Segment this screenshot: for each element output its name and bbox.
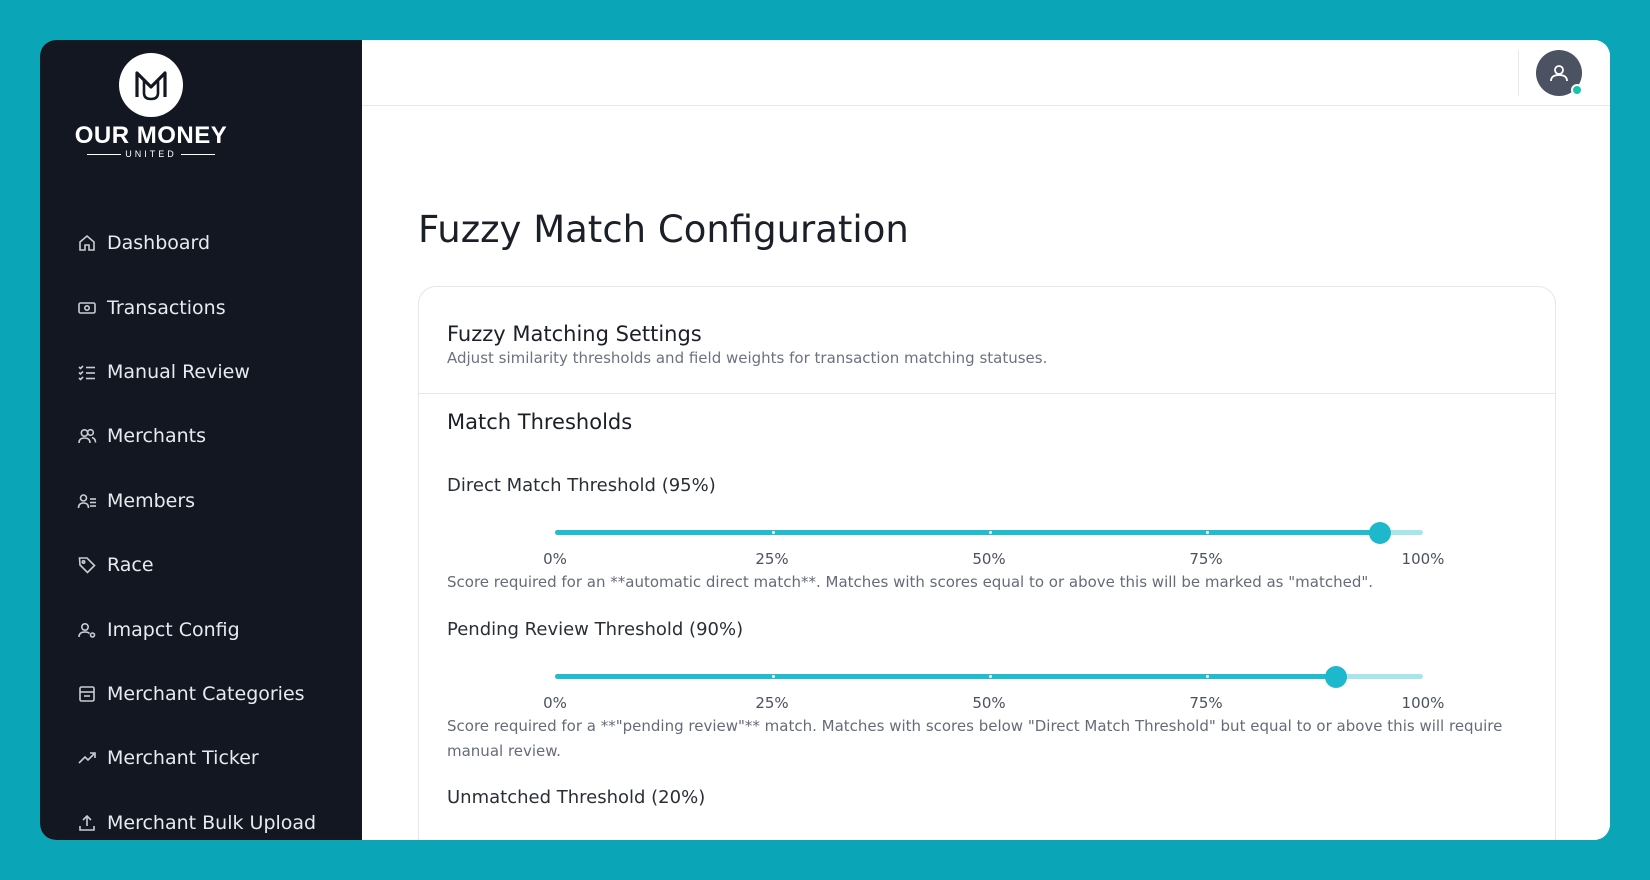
sidebar-item-label: Dashboard	[107, 232, 211, 255]
slider-label: Unmatched Threshold (20%)	[447, 787, 706, 808]
slider-fill	[555, 674, 1337, 679]
app-window: OUR MONEY UNITED Dashboard Transactions	[40, 40, 1610, 840]
brand-name: OUR MONEY	[74, 122, 228, 149]
tick-mark	[989, 675, 992, 678]
tick-label: 100%	[1401, 550, 1445, 568]
fuzzy-settings-card: Fuzzy Matching Settings Adjust similarit…	[418, 286, 1556, 840]
tick-labels: 0% 25% 50% 75% 100%	[543, 694, 1444, 714]
section-title: Match Thresholds	[447, 410, 633, 434]
user-gear-icon	[77, 620, 97, 640]
tick-label: 100%	[1401, 694, 1445, 712]
sidebar-item-label: Merchants	[107, 425, 206, 448]
slider-thumb[interactable]	[1325, 666, 1348, 688]
sidebar-item-race[interactable]: Race	[40, 533, 362, 597]
tick-label: 75%	[1189, 694, 1223, 712]
tick-label: 50%	[972, 550, 1006, 568]
tick-mark	[1206, 531, 1209, 534]
card-title: Fuzzy Matching Settings	[447, 322, 702, 346]
tick-mark	[772, 531, 775, 534]
brand-tagline: UNITED	[125, 149, 177, 159]
user-avatar[interactable]	[1536, 50, 1583, 96]
home-icon	[77, 233, 97, 253]
tick-label: 0%	[543, 550, 567, 568]
sidebar-item-label: Merchant Categories	[107, 682, 305, 705]
store-icon	[77, 684, 97, 704]
tick-mark	[1206, 675, 1209, 678]
member-list-icon	[77, 491, 97, 511]
tick-mark	[989, 531, 992, 534]
sidebar-item-merchant-categories[interactable]: Merchant Categories	[40, 662, 362, 726]
checklist-icon	[77, 362, 97, 382]
sidebar-item-transactions[interactable]: Transactions	[40, 275, 362, 339]
sidebar-item-members[interactable]: Members	[40, 469, 362, 533]
slider-thumb[interactable]	[1368, 522, 1391, 544]
tick-label: 25%	[755, 694, 789, 712]
card-header: Fuzzy Matching Settings Adjust similarit…	[419, 287, 1555, 394]
sidebar-item-label: Merchant Ticker	[107, 747, 259, 770]
tag-icon	[77, 555, 97, 575]
sidebar-item-label: Race	[107, 554, 154, 577]
user-icon	[1550, 65, 1568, 82]
top-bar	[362, 40, 1610, 106]
card-description: Adjust similarity thresholds and field w…	[447, 349, 1048, 367]
direct-match-threshold: Direct Match Threshold (95%) 0% 25% 50% …	[447, 475, 1537, 591]
sidebar-item-label: Transactions	[107, 296, 226, 319]
page-title: Fuzzy Match Configuration	[418, 208, 909, 251]
tick-label: 50%	[972, 694, 1006, 712]
divider	[1518, 50, 1519, 96]
slider-help-text: Score required for a **"pending review"*…	[447, 717, 1503, 760]
sidebar-item-merchant-bulk-upload[interactable]: Merchant Bulk Upload	[40, 791, 362, 840]
slider-label: Direct Match Threshold (95%)	[447, 475, 716, 496]
sidebar-item-merchants[interactable]: Merchants	[40, 404, 362, 468]
trending-up-icon	[77, 748, 97, 768]
sidebar-item-imapct-config[interactable]: Imapct Config	[40, 597, 362, 661]
sidebar-item-label: Imapct Config	[107, 618, 240, 641]
main-content: Fuzzy Match Configuration Fuzzy Matching…	[362, 40, 1610, 840]
sidebar-item-label: Members	[107, 489, 196, 512]
sidebar-nav: Dashboard Transactions Manual Review Mer…	[40, 211, 362, 840]
tick-labels: 0% 25% 50% 75% 100%	[543, 550, 1444, 570]
sidebar-item-label: Merchant Bulk Upload	[107, 811, 317, 834]
online-status-dot	[1571, 84, 1583, 96]
sidebar-item-manual-review[interactable]: Manual Review	[40, 340, 362, 404]
tick-label: 25%	[755, 550, 789, 568]
sidebar-item-merchant-ticker[interactable]: Merchant Ticker	[40, 726, 362, 790]
pending-review-slider[interactable]	[555, 666, 1423, 688]
sidebar-item-label: Manual Review	[107, 360, 250, 383]
slider-fill	[555, 530, 1380, 535]
slider-label: Pending Review Threshold (90%)	[447, 619, 744, 640]
logo-mark-icon	[119, 53, 183, 117]
direct-match-slider[interactable]	[555, 522, 1423, 544]
tick-label: 0%	[543, 694, 567, 712]
sidebar-item-dashboard[interactable]: Dashboard	[40, 211, 362, 275]
banknote-icon	[77, 298, 97, 318]
pending-review-threshold: Pending Review Threshold (90%) 0% 25% 50…	[447, 619, 1537, 760]
brand-logo[interactable]: OUR MONEY UNITED	[73, 53, 229, 159]
slider-help-text: Score required for an **automatic direct…	[447, 573, 1374, 591]
tick-label: 75%	[1189, 550, 1223, 568]
users-icon	[77, 426, 97, 446]
upload-icon	[77, 813, 97, 833]
tick-mark	[772, 675, 775, 678]
unmatched-threshold: Unmatched Threshold (20%)	[447, 787, 1537, 808]
sidebar: OUR MONEY UNITED Dashboard Transactions	[40, 40, 362, 840]
